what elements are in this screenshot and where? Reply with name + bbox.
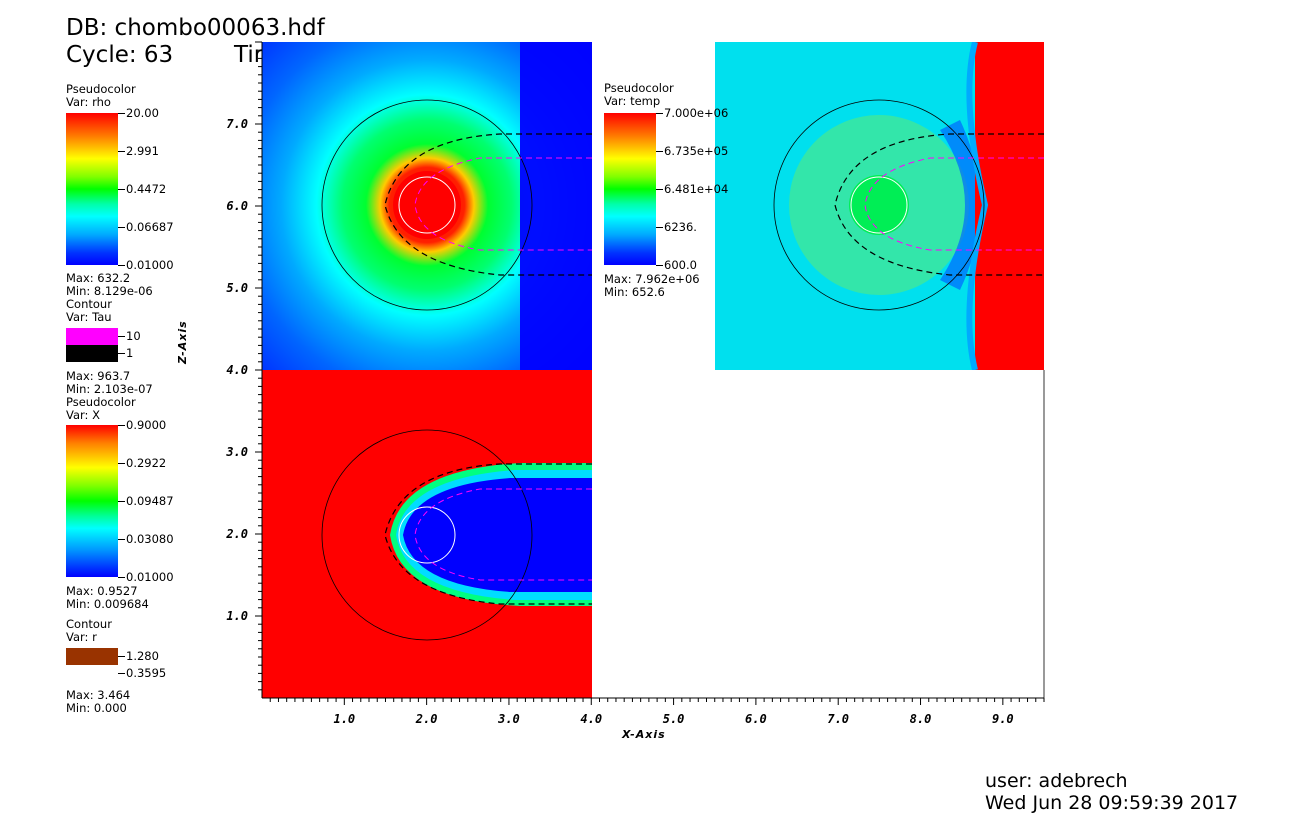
x-tick-label: 8.0 — [910, 712, 932, 726]
temp-tick-mark — [656, 227, 663, 228]
x-tick-label: 6.0 — [745, 712, 767, 726]
legend-rho-max: Max: 632.2 — [66, 271, 131, 285]
temp-tick-mark — [656, 189, 663, 190]
rho-tick-label: 0.01000 — [126, 258, 174, 272]
legend-rho-min: Min: 8.129e-06 — [66, 284, 153, 298]
tau-level-1: 1 — [126, 346, 134, 360]
r-swatch-1280 — [66, 648, 118, 665]
temp-tick-mark — [656, 113, 663, 114]
legend-tau-min: Min: 2.103e-07 — [66, 382, 153, 396]
legend-temp-type: Pseudocolor — [604, 81, 674, 95]
temp-tick-label: 6.735e+05 — [664, 144, 729, 158]
legend-temp-max: Max: 7.962e+06 — [604, 272, 700, 286]
rho-tick-mark — [118, 189, 125, 190]
x-tick-mark — [118, 539, 125, 540]
legend-temp-var: Var: temp — [604, 94, 661, 108]
r-level-1280: 1.280 — [126, 649, 159, 663]
r-level-03595: 0.3595 — [126, 666, 167, 680]
z-tick-label: 3.0 — [225, 445, 248, 459]
z-tick-label: 4.0 — [226, 363, 248, 377]
rho-tick-label: 0.06687 — [126, 220, 174, 234]
x-tick-label: 0.09487 — [126, 494, 174, 508]
temp-tick-label: 6.481e+04 — [664, 182, 729, 196]
temp-tick-mark — [656, 151, 663, 152]
legend-x-type: Pseudocolor — [66, 395, 136, 409]
x-tick-label: 7.0 — [827, 712, 849, 726]
rho-tick-mark — [118, 113, 125, 114]
temp-panel — [715, 42, 1044, 370]
footer-date: Wed Jun 28 09:59:39 2017 — [985, 792, 1239, 814]
rho-tick-mark — [118, 227, 125, 228]
tau-swatch-10 — [66, 328, 118, 345]
rho-tick-label: 2.991 — [126, 144, 159, 158]
x-tick-label: 4.0 — [580, 712, 602, 726]
cycle-label: Cycle: 63 — [66, 42, 174, 68]
x-tick-label: 0.9000 — [126, 418, 167, 432]
temp-tick-mark — [656, 265, 663, 266]
x-tick-label: 0.01000 — [126, 570, 174, 584]
x-tick-label: 3.0 — [497, 712, 520, 726]
legend-tau-type: Contour — [66, 297, 112, 311]
legend-tau-max: Max: 963.7 — [66, 369, 131, 383]
x-panel — [262, 370, 592, 698]
tau-swatch-1 — [66, 345, 118, 362]
legend-temp-min: Min: 652.6 — [604, 285, 665, 299]
legend-rho-type: Pseudocolor — [66, 82, 136, 96]
x-tick-label: 5.0 — [663, 712, 685, 726]
temp-tick-label: 6236. — [664, 220, 697, 234]
z-tick-label: 7.0 — [226, 117, 248, 131]
rho-panel — [262, 42, 592, 370]
z-tick-label: 5.0 — [226, 281, 248, 295]
legend-x-min: Min: 0.009684 — [66, 597, 149, 611]
legend-r-min: Min: 0.000 — [66, 701, 127, 715]
legend-r-max: Max: 3.464 — [66, 688, 131, 702]
temp-tick-label: 600.0 — [664, 258, 697, 272]
tau-level-10: 10 — [126, 329, 141, 343]
legend-x-max: Max: 0.9527 — [66, 584, 138, 598]
rho-tick-label: 20.00 — [126, 106, 159, 120]
rho-tick-mark — [118, 265, 125, 266]
z-tick-label: 2.0 — [225, 527, 248, 541]
x-tick-label: 9.0 — [992, 712, 1014, 726]
colorbar-rho — [66, 113, 118, 265]
legend-tau-var: Var: Tau — [66, 310, 112, 324]
x-tick-label: 1.0 — [333, 712, 355, 726]
legend-r-var: Var: r — [66, 630, 97, 644]
footer-user: user: adebrech — [985, 770, 1128, 792]
colorbar-x — [66, 425, 118, 577]
x-axis-title: X-Axis — [622, 728, 666, 741]
rho-tick-label: 0.4472 — [126, 182, 167, 196]
colorbar-temp — [604, 113, 656, 265]
x-tick-mark — [118, 577, 125, 578]
rho-tick-mark — [118, 151, 125, 152]
db-title: DB: chombo00063.hdf — [66, 15, 325, 41]
z-tick-label: 1.0 — [226, 609, 248, 623]
x-tick-label: 0.2922 — [126, 456, 167, 470]
x-tick-mark — [118, 501, 125, 502]
temp-tick-label: 7.000e+06 — [664, 106, 729, 120]
x-tick-mark — [118, 425, 125, 426]
x-tick-label: 2.0 — [415, 712, 438, 726]
x-tick-label: 0.03080 — [126, 532, 174, 546]
x-tick-mark — [118, 463, 125, 464]
legend-rho-var: Var: rho — [66, 95, 111, 109]
legend-r-type: Contour — [66, 617, 112, 631]
z-tick-label: 6.0 — [226, 199, 248, 213]
legend-x-var: Var: X — [66, 408, 100, 422]
z-axis-title: Z-Axis — [176, 320, 189, 364]
